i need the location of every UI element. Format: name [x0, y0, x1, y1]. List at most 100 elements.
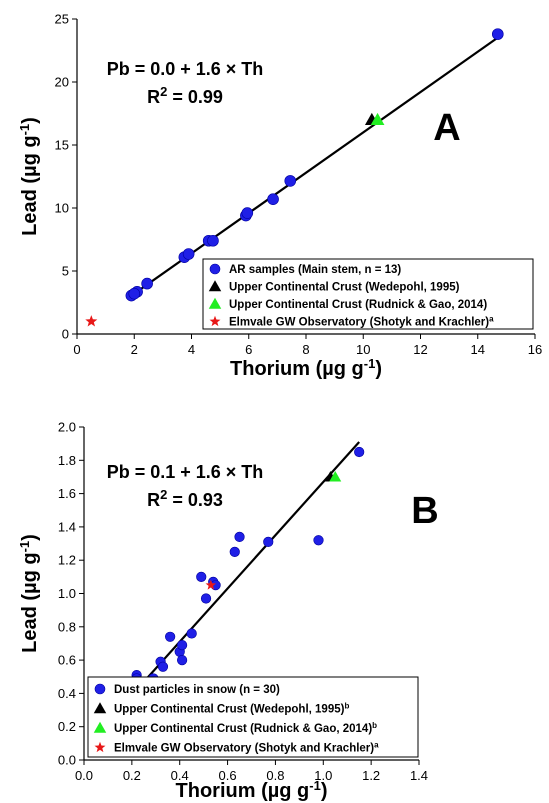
- data-point: [205, 579, 217, 590]
- x-axis-title: Thorium (µg g-1): [176, 778, 328, 803]
- legend: AR samples (Main stem, n = 13) Upper Cont…: [202, 258, 534, 330]
- x-tick-label: 0.4: [171, 768, 189, 783]
- y-tick-label: 25: [55, 12, 69, 27]
- y-tick-label: 5: [62, 264, 69, 279]
- legend-marker: [94, 741, 106, 753]
- legend-label: Upper Continental Crust (Rudnick & Gao, …: [229, 299, 487, 311]
- y-tick-label: 0.0: [58, 753, 76, 768]
- data-point: [182, 248, 195, 260]
- data-point: [354, 446, 365, 458]
- x-axis-title: Thorium (µg g-1): [230, 356, 382, 381]
- y-axis-title: Lead (µg g-1): [17, 534, 42, 653]
- x-tick-label: 4: [188, 342, 195, 357]
- legend-marker: [209, 263, 221, 275]
- r-squared: R2 = 0.93: [147, 487, 223, 511]
- legend: Dust particles in snow (n = 30) Upper Con…: [87, 676, 419, 758]
- series-2: [329, 470, 342, 482]
- data-point: [207, 234, 219, 247]
- y-axis-title-end: ): [19, 117, 41, 124]
- y-tick-label: 1.0: [58, 586, 76, 601]
- y-axis-title-sup: -1: [17, 124, 32, 136]
- y-tick-label: 1.8: [58, 453, 76, 468]
- y-tick-label: 0.6: [58, 653, 76, 668]
- panel-letter: B: [411, 490, 438, 532]
- x-tick-label: 1.4: [410, 768, 428, 783]
- data-point: [313, 535, 324, 546]
- data-point: [186, 628, 197, 639]
- x-tick-label: 1.2: [362, 768, 380, 783]
- x-tick-label: 0.8: [266, 768, 284, 783]
- legend-label-text: Upper Continental Crust (Wedepohl, 1995): [229, 282, 460, 294]
- x-tick-label: 12: [413, 342, 427, 357]
- y-axis-title-sup: -1: [17, 541, 32, 553]
- x-tick-label: 16: [528, 342, 542, 357]
- x-axis-title-end: ): [321, 780, 328, 802]
- data-point: [128, 287, 141, 300]
- legend-label-text: Upper Continental Crust (Rudnick & Gao, …: [114, 723, 372, 735]
- legend-box: [202, 258, 534, 330]
- x-tick-label: 0: [73, 342, 80, 357]
- x-tick-label: 1.0: [314, 768, 332, 783]
- legend-label: Upper Continental Crust (Rudnick & Gao, …: [114, 721, 377, 736]
- series-2: [370, 112, 385, 125]
- y-tick-label: 10: [55, 201, 69, 216]
- legend-label-sup: b: [344, 701, 349, 710]
- x-tick-label: 10: [356, 342, 370, 357]
- legend-marker: [208, 297, 222, 309]
- y-tick-label: 1.6: [58, 486, 76, 501]
- r-squared-prefix: R: [147, 87, 160, 107]
- y-tick-label: 0.2: [58, 719, 76, 734]
- x-tick-label: 14: [471, 342, 485, 357]
- series-0: [125, 28, 504, 302]
- legend-label: Dust particles in snow (n = 30): [114, 684, 280, 696]
- panel-letter: A: [433, 107, 460, 149]
- data-point: [200, 593, 212, 604]
- legend-box: [87, 676, 419, 758]
- r-squared-value: = 0.99: [167, 87, 223, 107]
- legend-marker: [94, 683, 106, 695]
- legend-label-sup: a: [374, 740, 379, 749]
- legend-label-text: Elmvale GW Observatory (Shotyk and Krach…: [114, 743, 374, 755]
- y-tick-label: 1.4: [58, 519, 76, 534]
- y-axis-title-end: ): [19, 534, 41, 541]
- legend-marker: [93, 721, 107, 733]
- x-tick-label: 8: [302, 342, 309, 357]
- data-point: [85, 315, 98, 327]
- data-point: [234, 531, 245, 542]
- x-tick-label: 0.6: [219, 768, 237, 783]
- x-tick-label: 0.2: [123, 768, 141, 783]
- y-tick-label: 15: [55, 138, 69, 153]
- legend-label: Upper Continental Crust (Wedepohl, 1995)…: [114, 701, 349, 716]
- legend-marker: [209, 315, 221, 327]
- legend-label: Upper Continental Crust (Wedepohl, 1995): [229, 282, 460, 294]
- r-squared-prefix: R: [147, 490, 160, 510]
- y-axis-title-main: Lead (µg g: [19, 135, 41, 235]
- r-squared: R2 = 0.99: [147, 84, 223, 108]
- legend-label: Elmvale GW Observatory (Shotyk and Krach…: [229, 314, 494, 329]
- legend-label: AR samples (Main stem, n = 13): [229, 264, 401, 276]
- y-tick-label: 0: [62, 327, 69, 342]
- data-point: [263, 536, 274, 547]
- x-tick-label: 2: [131, 342, 138, 357]
- x-axis-title-end: ): [375, 358, 382, 380]
- data-point: [491, 28, 504, 40]
- y-tick-label: 2.0: [58, 420, 76, 435]
- x-tick-label: 0.0: [75, 768, 93, 783]
- legend-marker: [208, 280, 222, 292]
- chart-panel-b: 0.0 0.2 0.4 0.6 0.8 1.0 1.2 1.4 0.0 0.2 0.4 0.6 0.8 1…: [17, 420, 439, 803]
- legend-label-sup: b: [372, 721, 377, 730]
- legend-label-text: Upper Continental Crust (Rudnick & Gao, …: [229, 299, 487, 311]
- legend-marker: [93, 702, 107, 714]
- x-axis-title-main: Thorium (µg g: [230, 358, 364, 380]
- data-point: [370, 112, 385, 125]
- data-point: [267, 193, 279, 205]
- legend-label: Elmvale GW Observatory (Shotyk and Krach…: [114, 740, 379, 755]
- data-point: [141, 277, 153, 290]
- legend-label-sup: a: [489, 314, 494, 323]
- data-point: [157, 661, 169, 672]
- y-axis-title-main: Lead (µg g: [19, 552, 41, 652]
- r-squared-sup: 2: [160, 84, 167, 99]
- y-tick-label: 20: [55, 75, 69, 90]
